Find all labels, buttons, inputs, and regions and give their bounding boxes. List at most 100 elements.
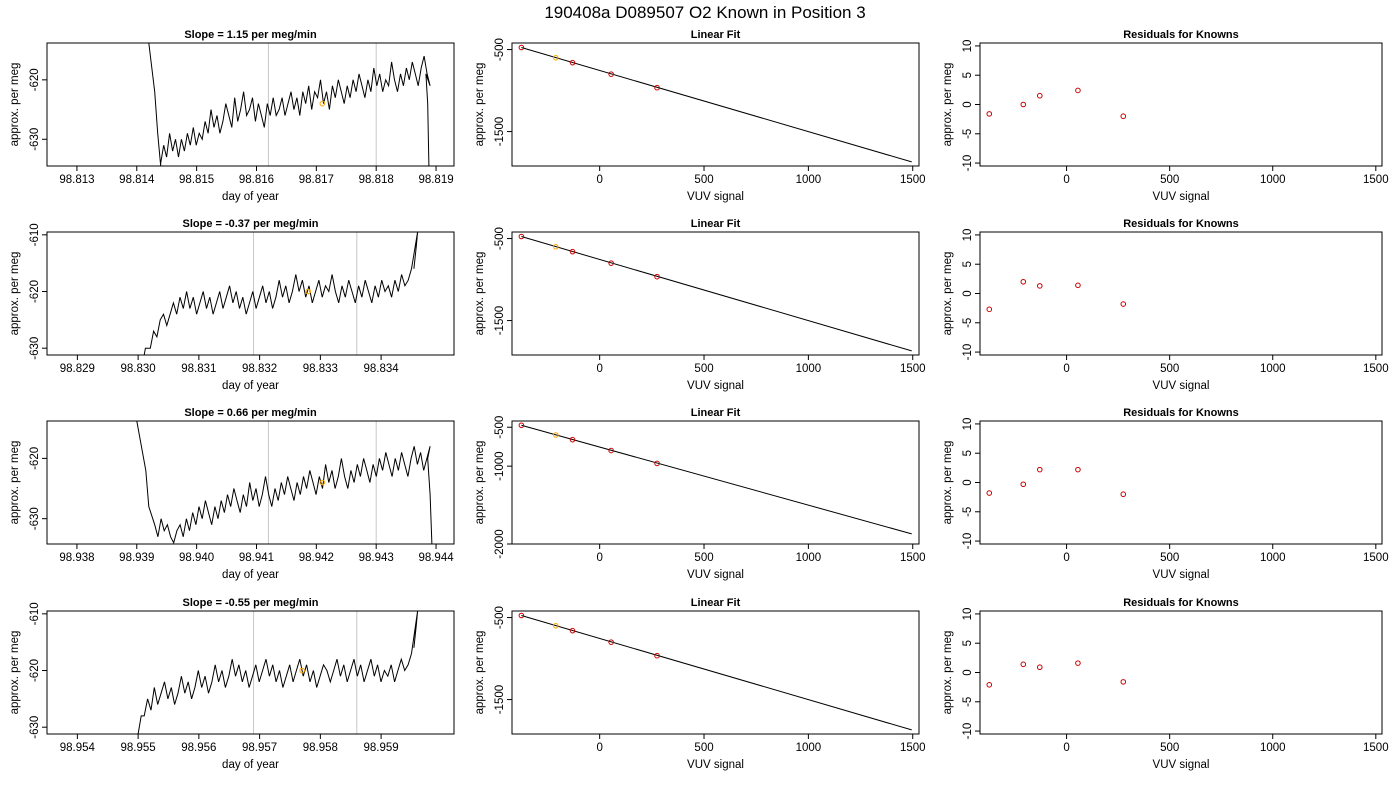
x-axis-label: VUV signal bbox=[1153, 759, 1210, 771]
y-tick-label: -5 bbox=[962, 129, 974, 139]
y-axis-label: approx. per meg bbox=[942, 441, 954, 525]
y-tick-label: -500 bbox=[494, 606, 506, 629]
x-axis-label: day of year bbox=[222, 191, 279, 203]
x-tick-label: 1000 bbox=[1260, 742, 1286, 754]
x-tick-label: 98.941 bbox=[239, 552, 274, 564]
panel-title: Linear Fit bbox=[691, 597, 741, 609]
x-tick-label: 0 bbox=[596, 742, 602, 754]
data-point bbox=[1036, 92, 1043, 99]
x-tick-label: 98.956 bbox=[181, 742, 216, 754]
y-axis-label: approx. per meg bbox=[9, 63, 21, 147]
y-tick-label: -10 bbox=[962, 533, 974, 550]
x-tick-label: 1500 bbox=[1363, 363, 1389, 375]
panel-title: Linear Fit bbox=[691, 407, 741, 419]
chart-panel-scatter: Linear Fit 0 500 1000 1500 -500 -1500 VUV signa… bbox=[474, 597, 926, 771]
x-tick-label: 98.830 bbox=[121, 363, 156, 375]
y-axis-label: approx. per meg bbox=[9, 441, 21, 525]
y-tick-label: 10 bbox=[962, 418, 974, 431]
x-tick-label: 98.944 bbox=[418, 552, 454, 564]
x-tick-label: 500 bbox=[1160, 174, 1179, 186]
data-series-line bbox=[143, 232, 419, 355]
x-axis-label: VUV signal bbox=[687, 759, 744, 771]
data-point bbox=[569, 248, 576, 255]
x-tick-label: 1500 bbox=[900, 174, 926, 186]
data-series-line bbox=[136, 421, 433, 544]
data-point bbox=[1036, 664, 1043, 671]
x-tick-label: 98.939 bbox=[119, 552, 154, 564]
x-tick-label: 98.938 bbox=[59, 552, 94, 564]
panel-grid: Slope = 1.15 per meg/min 98.813 98.814 98.8… bbox=[9, 29, 1389, 771]
y-tick-label: -620 bbox=[29, 280, 41, 303]
y-tick-label: -630 bbox=[29, 507, 41, 530]
x-axis-label: day of year bbox=[222, 759, 279, 771]
x-tick-label: 1000 bbox=[796, 363, 822, 375]
data-point bbox=[986, 682, 993, 688]
data-point bbox=[518, 422, 525, 429]
data-point bbox=[1075, 466, 1081, 473]
x-tick-label: 0 bbox=[596, 363, 602, 375]
plot-frame bbox=[979, 610, 1383, 735]
x-tick-label: 98.959 bbox=[364, 742, 399, 754]
y-tick-label: 5 bbox=[962, 450, 974, 456]
y-tick-label: -1500 bbox=[494, 685, 506, 714]
fit-line bbox=[521, 47, 912, 163]
x-tick-label: 98.817 bbox=[299, 174, 334, 186]
data-point bbox=[654, 460, 660, 467]
plot-frame bbox=[511, 231, 920, 356]
x-tick-label: 98.819 bbox=[418, 174, 453, 186]
y-tick-label: -1500 bbox=[494, 306, 506, 335]
x-tick-label: 98.813 bbox=[59, 174, 94, 186]
x-tick-label: 98.955 bbox=[121, 742, 156, 754]
x-tick-label: 500 bbox=[1160, 742, 1179, 754]
data-point bbox=[1075, 660, 1081, 666]
plot-frame bbox=[511, 610, 920, 735]
data-series-line bbox=[148, 43, 431, 166]
panel-title: Residuals for Knowns bbox=[1123, 407, 1239, 419]
data-point bbox=[1075, 282, 1081, 289]
y-tick-label: -620 bbox=[29, 447, 41, 470]
y-tick-label: -5 bbox=[962, 697, 974, 707]
data-point bbox=[608, 71, 614, 77]
data-point bbox=[1120, 113, 1127, 120]
figure-title: 190408a D089507 O2 Known in Position 3 bbox=[544, 3, 865, 22]
data-point bbox=[1020, 481, 1027, 488]
fit-line bbox=[521, 236, 912, 352]
y-axis-label: approx. per meg bbox=[474, 252, 486, 336]
y-axis-label: approx. per meg bbox=[474, 63, 486, 147]
panel-title: Slope = 1.15 per meg/min bbox=[184, 29, 317, 41]
plot-frame bbox=[46, 610, 455, 735]
y-tick-label: -2000 bbox=[494, 529, 506, 558]
x-tick-label: 1500 bbox=[1363, 552, 1389, 564]
y-tick-label: -500 bbox=[494, 38, 506, 61]
panel-title: Residuals for Knowns bbox=[1123, 218, 1239, 230]
data-point bbox=[1120, 679, 1127, 685]
x-tick-label: 98.816 bbox=[239, 174, 274, 186]
x-tick-label: 1000 bbox=[1260, 174, 1286, 186]
y-tick-label: -10 bbox=[962, 723, 974, 740]
data-point bbox=[1020, 661, 1027, 668]
y-tick-label: 5 bbox=[962, 640, 974, 646]
data-point bbox=[1020, 278, 1027, 285]
panel-title: Residuals for Knowns bbox=[1123, 597, 1239, 609]
data-point bbox=[654, 652, 660, 659]
x-tick-label: 98.834 bbox=[364, 363, 400, 375]
chart-panel-scatter: Residuals for Knowns 0 500 1000 1500 10 5 0 -5 -1… bbox=[942, 407, 1389, 581]
data-point bbox=[986, 111, 993, 117]
y-tick-label: -630 bbox=[29, 128, 41, 151]
y-tick-label: 0 bbox=[962, 669, 974, 675]
x-tick-label: 500 bbox=[694, 742, 713, 754]
plot-frame bbox=[46, 420, 455, 545]
x-axis-label: VUV signal bbox=[1153, 380, 1210, 392]
y-tick-label: -630 bbox=[29, 716, 41, 739]
data-series-line bbox=[137, 611, 419, 734]
y-axis-label: approx. per meg bbox=[9, 631, 21, 715]
data-point bbox=[553, 622, 559, 629]
x-axis-label: day of year bbox=[222, 569, 279, 581]
x-axis-label: VUV signal bbox=[687, 380, 744, 392]
x-tick-label: 500 bbox=[1160, 363, 1179, 375]
panel-title: Slope = -0.37 per meg/min bbox=[182, 218, 318, 230]
y-axis-label: approx. per meg bbox=[942, 63, 954, 147]
y-axis-label: approx. per meg bbox=[942, 631, 954, 715]
x-axis-label: VUV signal bbox=[1153, 191, 1210, 203]
x-tick-label: 1000 bbox=[1260, 552, 1286, 564]
